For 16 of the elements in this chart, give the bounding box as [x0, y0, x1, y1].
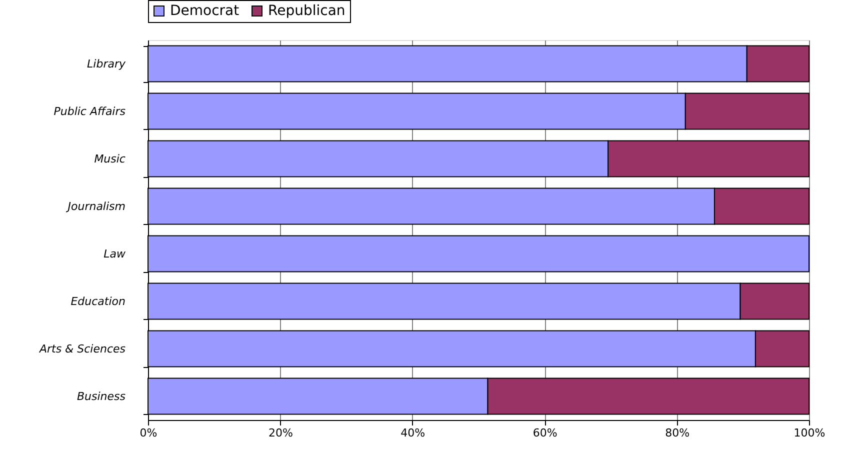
y-tick-label: Law [104, 247, 126, 260]
x-tick-label: 20% [268, 426, 293, 440]
x-tick-label: 40% [400, 426, 426, 440]
y-tick-label: Library [87, 57, 126, 70]
y-tick-label: Music [94, 152, 126, 166]
y-tick-label: Business [76, 390, 126, 403]
x-tick-label: 80% [665, 426, 690, 440]
x-tick-label: 60% [532, 426, 558, 440]
y-tick-label: Arts & Sciences [38, 342, 126, 356]
y-tick-label: Journalism [66, 200, 126, 213]
y-tick-label: Education [70, 294, 126, 308]
y-tick-label: Public Affairs [54, 104, 126, 118]
x-tick-label: 100% [794, 426, 826, 440]
legend-label: Democrat [170, 3, 240, 19]
x-tick-label: 0% [140, 426, 158, 440]
legend-label: Republican [268, 3, 346, 19]
